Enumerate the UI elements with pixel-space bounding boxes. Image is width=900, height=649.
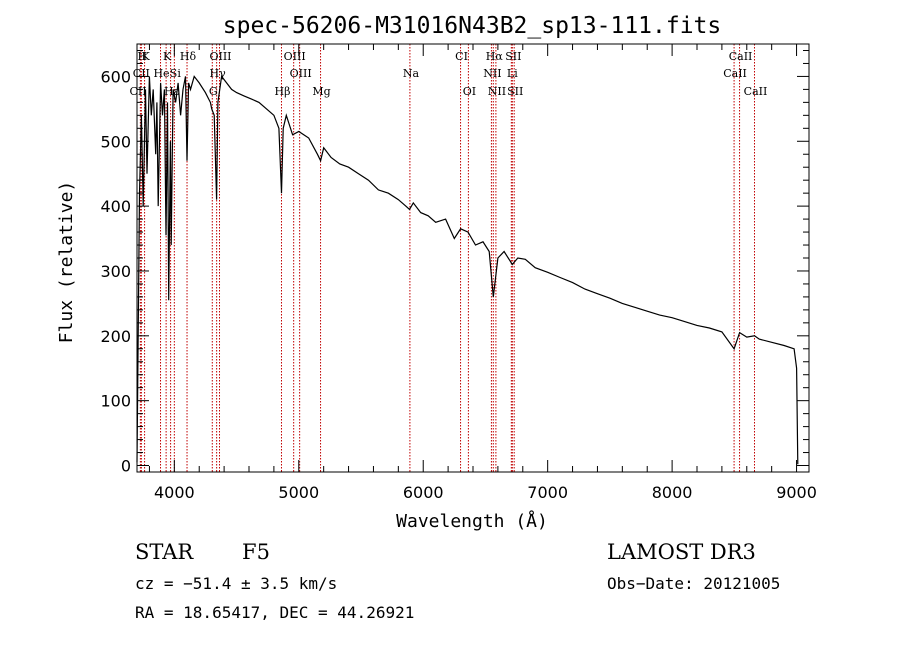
line-label-5: OIII	[284, 50, 306, 63]
line-label-27: CaII	[744, 85, 768, 98]
line-label-16: NII	[483, 67, 501, 80]
line-label-7: Hα	[486, 50, 504, 63]
x-axis-ticks: 4000 5000 6000 7000 8000 9000	[148, 44, 817, 502]
x-tick-label-3: 7000	[527, 483, 568, 502]
line-label-24: OI	[463, 85, 476, 98]
y-axis-ticks: 0 100 200 300 400 500 600	[100, 49, 809, 476]
x-tick-label-5: 9000	[776, 483, 817, 502]
observation-date: Obs−Date: 20121005	[607, 574, 781, 593]
line-label-18: CaII	[723, 67, 747, 80]
spectrum-line	[136, 74, 799, 465]
line-label-0: H	[138, 50, 148, 63]
line-label-8: SII	[505, 50, 521, 63]
y-tick-label-6: 600	[100, 67, 131, 86]
object-subclass: F5	[242, 540, 270, 564]
y-tick-label-5: 500	[100, 132, 131, 151]
line-label-23: Mg	[312, 85, 330, 98]
line-label-26: SII	[507, 85, 523, 98]
line-label-20: Hε	[164, 85, 180, 98]
line-label-25: NII	[488, 85, 506, 98]
object-class: STAR	[135, 540, 194, 564]
y-tick-label-0: 0	[121, 457, 131, 476]
y-tick-label-3: 300	[100, 262, 131, 281]
coordinates: RA = 18.65417, DEC = 44.26921	[135, 603, 415, 622]
line-label-6: CI	[455, 50, 468, 63]
redshift-cz: cz = −51.4 ± 3.5 km/s	[135, 574, 338, 593]
line-label-14: OIII	[290, 67, 312, 80]
line-label-2: K	[163, 50, 172, 63]
line-label-21: G	[209, 85, 218, 98]
line-label-17: Li	[507, 67, 518, 80]
x-tick-label-2: 6000	[403, 483, 444, 502]
line-label-10: CII	[133, 67, 150, 80]
x-tick-label-4: 8000	[652, 483, 693, 502]
x-tick-label-0: 4000	[154, 483, 195, 502]
line-label-15: Na	[403, 67, 420, 80]
y-tick-label-1: 100	[100, 392, 131, 411]
y-axis-label: Flux (relative)	[56, 181, 77, 344]
chart-title: spec-56206-M31016N43B2_sp13-111.fits	[223, 13, 722, 39]
y-tick-label-4: 400	[100, 197, 131, 216]
x-axis-label: Wavelength (Å)	[396, 510, 548, 532]
line-label-22: Hβ	[275, 85, 291, 98]
line-label-1: K	[141, 50, 150, 63]
line-label-13: Hγ	[210, 67, 227, 80]
survey-name: LAMOST DR3	[607, 540, 756, 564]
y-tick-label-2: 200	[100, 327, 131, 346]
line-label-12: Si	[170, 67, 182, 80]
line-label-11: He	[153, 67, 169, 80]
line-label-4: OIII	[209, 50, 231, 63]
x-tick-label-1: 5000	[278, 483, 319, 502]
spectral-line-markers	[136, 44, 755, 472]
line-label-3: Hδ	[180, 50, 197, 63]
line-label-9: CaII	[729, 50, 753, 63]
plot-frame	[136, 43, 810, 473]
line-label-19: CII	[129, 85, 146, 98]
